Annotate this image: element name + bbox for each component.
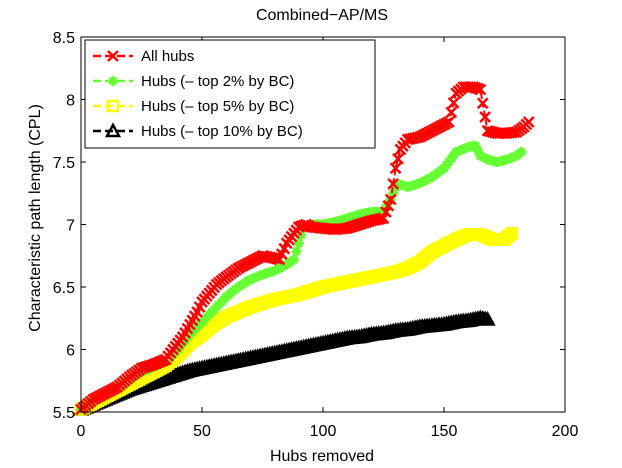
data-point bbox=[375, 212, 387, 225]
legend: All hubs Hubs (– top 2% by BC) Hubs (– top… bbox=[84, 39, 376, 149]
y-tick-label: 7.5 bbox=[53, 155, 75, 172]
series-0 bbox=[75, 81, 535, 416]
data-point bbox=[392, 152, 404, 165]
data-point bbox=[447, 96, 460, 109]
legend-entry: Hubs (– top 2% by BC) bbox=[93, 73, 294, 90]
x-tick-label: 50 bbox=[193, 423, 211, 440]
data-point bbox=[377, 212, 390, 225]
legend-label: Hubs (– top 2% by BC) bbox=[141, 73, 294, 90]
x-tick-label: 100 bbox=[310, 423, 337, 440]
data-point bbox=[389, 162, 402, 175]
y-tick-label: 8 bbox=[66, 93, 75, 110]
data-point bbox=[505, 227, 519, 240]
y-tick-label: 6.5 bbox=[53, 280, 75, 297]
y-tick-label: 7 bbox=[66, 218, 75, 235]
data-point bbox=[384, 193, 397, 206]
chart-title: Combined−AP/MS bbox=[256, 7, 388, 24]
y-axis-label: Characteristic path length (CPL) bbox=[27, 104, 44, 332]
data-point bbox=[387, 177, 400, 190]
data-point bbox=[516, 147, 527, 157]
x-tick-label: 0 bbox=[77, 423, 86, 440]
y-tick-label: 6 bbox=[66, 343, 75, 360]
data-point bbox=[442, 116, 455, 128]
x-tick-label: 150 bbox=[431, 423, 458, 440]
series-layer bbox=[72, 81, 535, 416]
legend-entry: All hubs bbox=[93, 48, 194, 65]
y-tick-label: 5.5 bbox=[53, 405, 75, 422]
data-point bbox=[474, 83, 487, 96]
legend-label: Hubs (– top 10% by BC) bbox=[141, 123, 303, 140]
y-axis: 5.5 6 6.5 7 7.5 8 8.5 bbox=[53, 30, 565, 422]
data-point bbox=[479, 310, 496, 326]
legend-entry: Hubs (– top 5% by BC) bbox=[93, 98, 294, 115]
y-tick-label: 8.5 bbox=[53, 30, 75, 47]
x-tick-label: 200 bbox=[552, 423, 579, 440]
data-point bbox=[291, 246, 302, 257]
legend-marker bbox=[104, 122, 122, 138]
legend-marker bbox=[106, 99, 120, 113]
data-point bbox=[445, 106, 458, 119]
data-point bbox=[522, 116, 535, 128]
legend-box bbox=[84, 39, 376, 149]
data-point bbox=[380, 206, 392, 218]
x-axis: 0 50 100 150 200 bbox=[77, 37, 579, 440]
legend-marker bbox=[108, 76, 118, 86]
legend-entry: Hubs (– top 10% by BC) bbox=[93, 122, 303, 140]
data-point bbox=[288, 254, 299, 265]
legend-label: Hubs (– top 5% by BC) bbox=[141, 98, 294, 115]
data-point bbox=[476, 97, 489, 110]
x-axis-label: Hubs removed bbox=[270, 448, 374, 465]
legend-label: All hubs bbox=[141, 48, 194, 65]
data-point bbox=[479, 111, 492, 123]
legend-marker bbox=[107, 50, 119, 62]
data-point bbox=[503, 229, 516, 242]
data-point bbox=[382, 199, 395, 212]
